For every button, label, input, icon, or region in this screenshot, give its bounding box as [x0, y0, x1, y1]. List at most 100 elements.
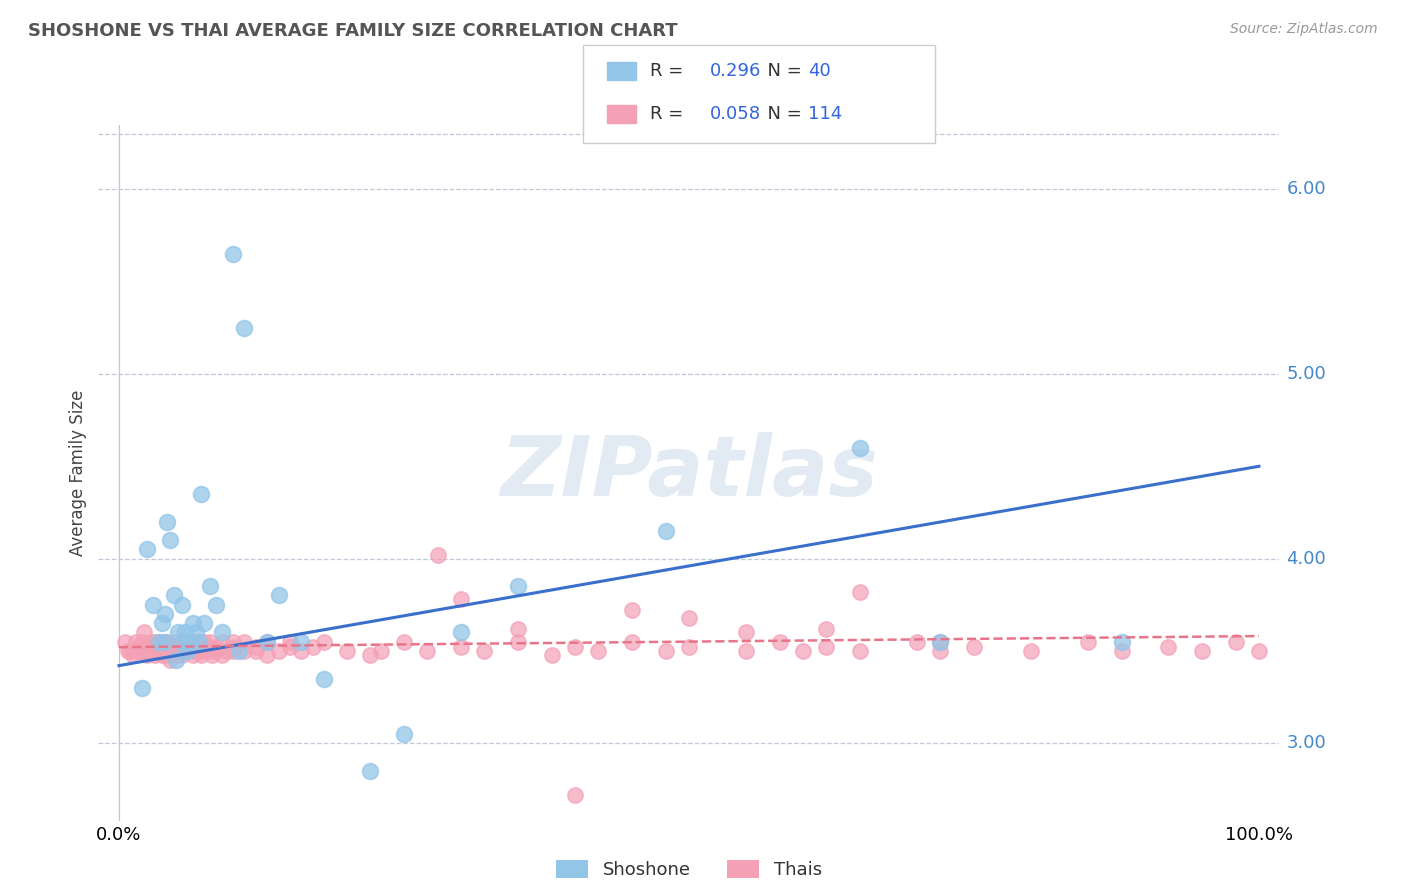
Point: [217, 644, 239, 658]
Text: R =: R =: [650, 62, 689, 80]
Point: [205, 640, 228, 655]
Point: [278, 640, 301, 655]
Point: [472, 644, 495, 658]
Point: [156, 515, 179, 529]
Point: [187, 640, 209, 655]
Point: [148, 634, 170, 648]
Point: [163, 634, 186, 648]
Point: [163, 644, 186, 658]
Point: [290, 644, 312, 658]
Point: [163, 589, 186, 603]
Point: [541, 648, 564, 662]
Point: [620, 603, 643, 617]
Point: [150, 648, 173, 662]
Point: [620, 634, 643, 648]
Point: [131, 644, 153, 658]
Text: N =: N =: [756, 105, 808, 123]
Point: [359, 648, 381, 662]
Text: 114: 114: [808, 105, 842, 123]
Point: [170, 634, 193, 648]
Point: [1019, 644, 1042, 658]
Point: [197, 640, 219, 655]
Point: [245, 640, 267, 655]
Point: [170, 634, 193, 648]
Text: 4.00: 4.00: [1286, 549, 1326, 567]
Point: [181, 648, 204, 662]
Point: [735, 625, 758, 640]
Point: [1111, 644, 1133, 658]
Point: [186, 634, 208, 648]
Text: 0.058: 0.058: [710, 105, 761, 123]
Point: [150, 616, 173, 631]
Point: [392, 727, 415, 741]
Point: [193, 616, 215, 631]
Point: [159, 653, 181, 667]
Point: [136, 640, 159, 655]
Point: [120, 644, 142, 658]
Point: [193, 634, 215, 648]
Point: [1225, 634, 1247, 648]
Point: [655, 644, 678, 658]
Point: [186, 625, 208, 640]
Point: [301, 640, 323, 655]
Point: [1191, 644, 1213, 658]
Point: [450, 625, 472, 640]
Point: [211, 648, 233, 662]
Point: [176, 634, 198, 648]
Y-axis label: Average Family Size: Average Family Size: [69, 390, 87, 556]
Point: [159, 640, 181, 655]
Legend: Shoshone, Thais: Shoshone, Thais: [547, 851, 831, 888]
Point: [233, 321, 256, 335]
Point: [205, 644, 228, 658]
Point: [928, 644, 950, 658]
Text: 3.00: 3.00: [1286, 734, 1326, 752]
Point: [142, 598, 165, 612]
Point: [211, 634, 233, 648]
Point: [190, 487, 212, 501]
Point: [222, 644, 245, 658]
Point: [211, 625, 233, 640]
Point: [506, 622, 529, 636]
Point: [586, 644, 609, 658]
Point: [139, 634, 162, 648]
Point: [142, 640, 165, 655]
Point: [928, 634, 950, 648]
Point: [359, 764, 381, 778]
Point: [139, 644, 162, 658]
Text: 40: 40: [808, 62, 831, 80]
Point: [336, 644, 359, 658]
Point: [222, 640, 245, 655]
Point: [125, 644, 148, 658]
Point: [256, 648, 278, 662]
Point: [814, 622, 837, 636]
Point: [176, 644, 198, 658]
Point: [170, 598, 193, 612]
Point: [245, 644, 267, 658]
Point: [222, 634, 245, 648]
Point: [159, 644, 181, 658]
Text: 6.00: 6.00: [1286, 180, 1326, 199]
Text: 0.296: 0.296: [710, 62, 762, 80]
Point: [170, 648, 193, 662]
Point: [193, 644, 215, 658]
Point: [176, 644, 198, 658]
Point: [148, 640, 170, 655]
Point: [145, 648, 167, 662]
Text: ZIPatlas: ZIPatlas: [501, 433, 877, 513]
Point: [256, 634, 278, 648]
Point: [165, 653, 187, 667]
Point: [655, 524, 678, 538]
Point: [128, 640, 150, 655]
Point: [190, 648, 212, 662]
Point: [370, 644, 392, 658]
Point: [678, 610, 700, 624]
Point: [150, 644, 173, 658]
Point: [201, 648, 224, 662]
Point: [1247, 644, 1270, 658]
Point: [198, 579, 221, 593]
Point: [205, 598, 228, 612]
Text: Source: ZipAtlas.com: Source: ZipAtlas.com: [1230, 22, 1378, 37]
Point: [179, 634, 201, 648]
Point: [131, 681, 153, 695]
Point: [267, 644, 290, 658]
